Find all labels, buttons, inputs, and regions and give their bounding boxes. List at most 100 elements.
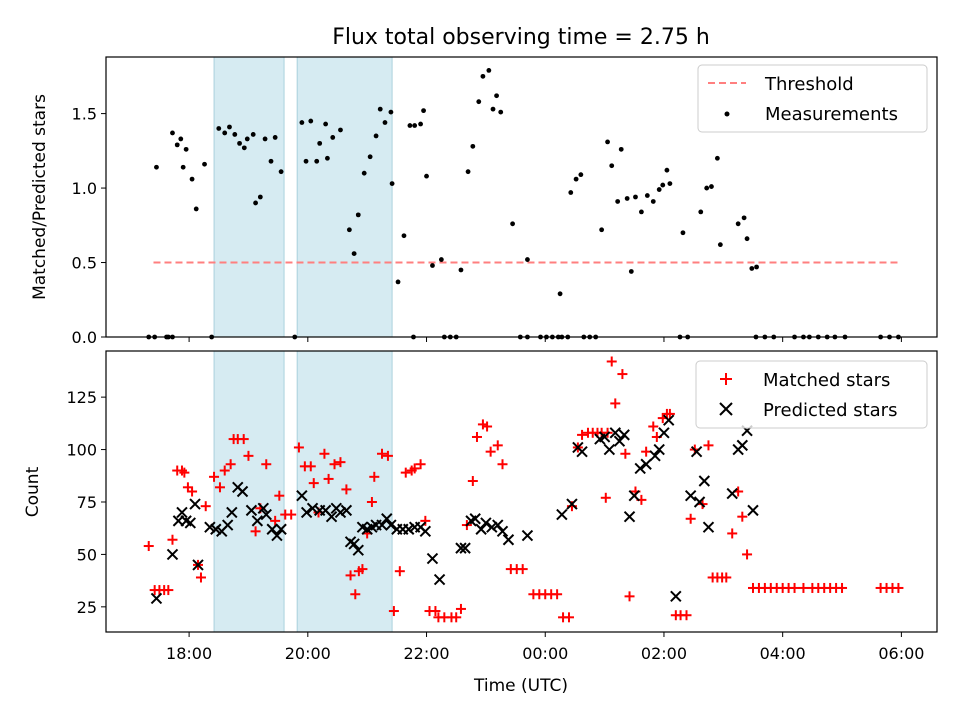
predicted-point: [166, 548, 179, 561]
predicted-point: [640, 458, 652, 470]
measurement-point: [480, 73, 486, 79]
measurement-point: [361, 170, 367, 176]
measurement-point: [486, 68, 492, 73]
matched-point: [485, 446, 496, 457]
measurement-point: [573, 176, 579, 182]
measurement-point: [253, 200, 258, 206]
measurement-point: [680, 230, 686, 236]
measurement-series: [146, 68, 901, 340]
measurement-point: [346, 227, 352, 233]
predicted-point: [385, 519, 397, 531]
predicted-point: [480, 517, 492, 529]
measurement-point: [664, 167, 670, 173]
shaded-interval: [296, 56, 393, 338]
measurement-point: [470, 143, 476, 149]
matched-point: [482, 421, 493, 432]
measurement-point: [615, 199, 621, 204]
bottom-legend: Matched stars Predicted stars: [695, 360, 928, 429]
matched-point: [270, 515, 281, 526]
matched-point: [179, 467, 190, 478]
measurement-point: [174, 142, 180, 148]
matched-point: [664, 408, 675, 419]
predicted-point: [260, 508, 272, 521]
predicted-point: [690, 445, 703, 458]
matched-point: [610, 398, 621, 409]
predicted-point: [598, 431, 611, 443]
predicted-point: [381, 513, 393, 525]
predicted-point: [702, 521, 715, 533]
matched-point: [369, 471, 380, 482]
measurement-point: [717, 242, 723, 248]
matched-point: [681, 610, 692, 621]
predicted-point: [653, 443, 665, 456]
matched-point: [721, 572, 732, 583]
matched-point: [492, 440, 503, 451]
matched-point: [467, 476, 478, 487]
y-tick-label: 50: [77, 545, 97, 564]
y-tick-label: 25: [77, 598, 97, 617]
shaded-interval: [213, 350, 285, 633]
matched-point: [274, 490, 285, 501]
measurement-point: [465, 169, 471, 175]
matched-point: [195, 572, 206, 583]
predicted-point: [736, 439, 749, 452]
predicted-point: [603, 443, 616, 456]
measurement-point: [628, 269, 634, 274]
matched-point: [624, 591, 635, 602]
measurement-point: [216, 126, 222, 131]
matched-point: [742, 549, 753, 560]
measurement-point: [202, 161, 207, 167]
x-axis-label: Time (UTC): [473, 676, 568, 696]
predicted-point: [275, 523, 287, 535]
matched-point: [400, 467, 411, 478]
measurement-point: [660, 182, 666, 188]
matched-point: [357, 564, 368, 575]
predicted-point: [628, 489, 640, 502]
measurement-point: [407, 123, 413, 128]
bottom-x-ticks: 18:00 20:00 22:00 00:00 02:00 04:00 06:00: [166, 632, 924, 663]
predicted-point: [747, 504, 759, 517]
measurement-point: [382, 120, 388, 125]
predicted-point: [426, 552, 439, 565]
x-tick-label: 22:00: [403, 644, 449, 663]
measurement-point: [268, 158, 274, 164]
measurement-point: [644, 193, 650, 198]
matched-point: [163, 585, 174, 596]
predicted-point: [469, 513, 481, 525]
measurement-point: [458, 267, 464, 273]
shaded-interval: [296, 350, 393, 633]
measurement-point: [389, 181, 395, 186]
predicted-point: [245, 504, 258, 517]
matched-point: [430, 606, 441, 617]
predicted-series: [150, 414, 759, 605]
predicted-point: [251, 515, 264, 527]
measurement-point: [476, 99, 482, 105]
matched-point: [617, 369, 628, 380]
predicted-point: [496, 525, 509, 538]
measurement-point: [325, 155, 330, 161]
predicted-point: [300, 506, 313, 519]
y-tick-label: 100: [66, 441, 97, 460]
y-tick-label: 0.0: [72, 328, 97, 347]
y-tick-label: 75: [77, 493, 97, 512]
measurement-point: [639, 209, 644, 215]
matched-point: [685, 513, 696, 524]
matched-point: [335, 457, 346, 468]
predicted-point: [266, 523, 278, 535]
measurement-point: [178, 136, 184, 142]
measurement-point: [338, 127, 343, 133]
measurement-point: [154, 164, 159, 170]
predicted-point: [662, 414, 675, 426]
top-axes-frame: [105, 56, 938, 338]
measurement-point: [377, 106, 383, 112]
measurement-point: [170, 130, 175, 136]
predicted-point: [475, 523, 487, 535]
matched-point: [377, 448, 388, 459]
matched-point: [200, 501, 211, 512]
y-tick-label: 1.5: [72, 105, 97, 124]
top-x-ticks: [188, 337, 902, 342]
measurement-point: [438, 257, 444, 262]
predicted-point: [556, 508, 568, 521]
matched-point: [451, 612, 462, 623]
y-tick-label: 125: [66, 388, 97, 407]
